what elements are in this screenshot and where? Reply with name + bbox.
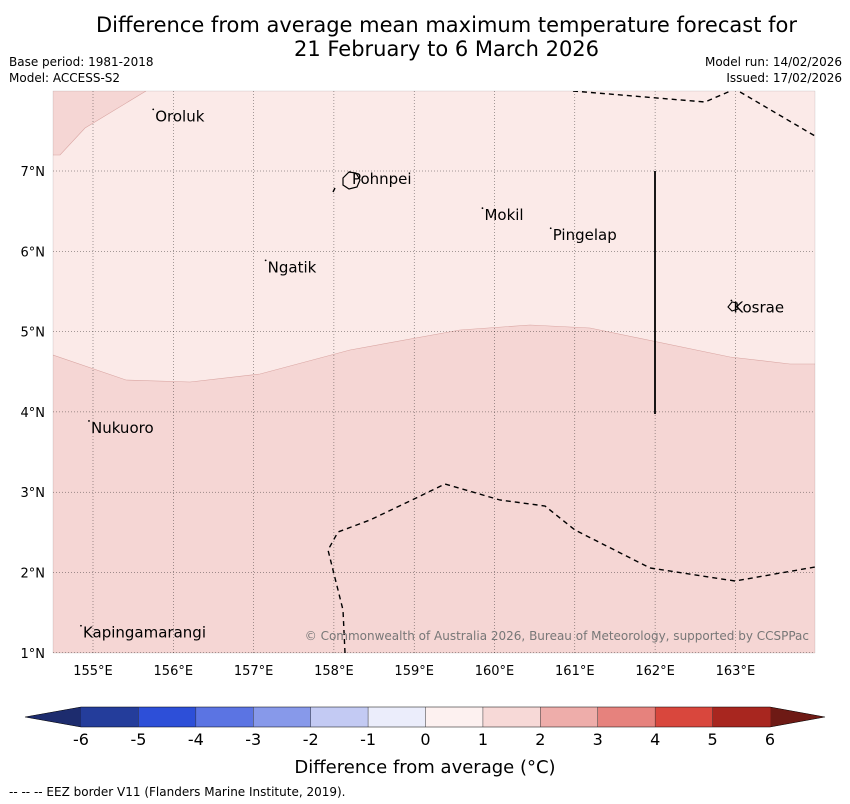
colorbar-tick-label: -5 [130, 730, 146, 749]
place-label: Kosrae [733, 299, 784, 317]
place-marker [264, 259, 267, 262]
colorbar-segment [597, 707, 656, 727]
eez-border-pohnpei [332, 187, 336, 193]
place-label: Kapingamarangi [83, 624, 206, 642]
model-run: Model run: 14/02/2026 [704, 55, 842, 69]
colorbar: -6 -5 -4 -3 -2 -1 0 1 2 3 4 5 6 [24, 706, 826, 749]
colorbar-segment [81, 707, 139, 727]
place-marker [80, 624, 82, 627]
place-marker [730, 299, 733, 302]
colorbar-tick-label: -4 [188, 730, 204, 749]
place-label: Oroluk [155, 107, 204, 125]
map-frame [52, 90, 816, 654]
place-marker [481, 207, 484, 210]
colorbar-tick-label: 1 [478, 730, 488, 749]
eez-borders [327, 91, 815, 653]
latitude-ticks: 7°N 6°N 5°N 4°N 3°N 2°N 1°N [21, 165, 46, 662]
colorbar-label: Difference from average (°C) [294, 757, 556, 778]
anomaly-boundary [53, 324, 815, 383]
longitude-tick-label: 158°E [314, 664, 354, 679]
colorbar-segment [310, 707, 369, 727]
colorbar-segment [138, 707, 197, 727]
colorbar-segment [712, 707, 771, 727]
latitude-tick-label: 7°N [21, 165, 46, 180]
anomaly-zone-1-2-corner [53, 91, 146, 155]
colorbar-outline [24, 706, 826, 728]
title-line-1: Difference from average mean maximum tem… [96, 13, 797, 37]
colorbar-segment [482, 707, 541, 727]
colorbar-tick-label: -6 [73, 730, 89, 749]
place-marker [349, 171, 351, 173]
colorbar-tick-label: 0 [420, 730, 430, 749]
longitude-tick-label: 160°E [475, 664, 515, 679]
place-label: Mokil [484, 206, 523, 224]
title-line-2: 21 February to 6 March 2026 [293, 37, 600, 61]
colorbar-segment [195, 707, 254, 727]
map-title: Difference from average mean maximum tem… [0, 13, 850, 61]
latitude-tick-label: 3°N [21, 486, 46, 501]
base-period: Base period: 1981-2018 [9, 55, 154, 69]
place-label: Pingelap [553, 226, 617, 244]
latitude-tick-label: 5°N [21, 326, 46, 341]
longitude-tick-label: 157°E [234, 664, 274, 679]
issued-date: Issued: 17/02/2026 [726, 71, 842, 85]
latitude-tick-label: 4°N [21, 406, 46, 421]
colorbar-segment [253, 707, 312, 727]
anomaly-zone-1-2 [53, 325, 815, 653]
colorbar-segment [368, 707, 426, 727]
map-panel: Oroluk Pohnpei Mokil Pingelap Ngatik Kosrae Nu… [53, 91, 815, 653]
meta-right: Model run: 14/02/2026 Issued: 17/02/2026 [705, 54, 842, 86]
model-name: Model: ACCESS-S2 [9, 71, 121, 85]
longitude-tick-label: 156°E [154, 664, 194, 679]
place-marker [88, 420, 90, 422]
colorbar-tick-label: -3 [245, 730, 261, 749]
colorbar-tick-label: 6 [765, 730, 775, 749]
latitude-tick-label: 2°N [21, 567, 46, 582]
anomaly-boundary-corner [53, 91, 147, 156]
eez-footnote: -- -- -- EEZ border V11 (Flanders Marine… [9, 785, 346, 799]
meta-left: Base period: 1981-2018 Model: ACCESS-S2 [9, 54, 154, 86]
colorbar-segment [540, 707, 599, 727]
longitude-tick-label: 162°E [635, 664, 675, 679]
eez-border-north [572, 91, 815, 137]
longitude-tick-label: 161°E [555, 664, 595, 679]
colorbar-tick-label: -2 [303, 730, 319, 749]
colorbar-tick-label: 2 [535, 730, 545, 749]
longitude-tick-label: 159°E [394, 664, 434, 679]
colorbar-under-arrow [25, 707, 81, 727]
colorbar-tick-label: 3 [593, 730, 603, 749]
colorbar-tick-label: -1 [360, 730, 376, 749]
colorbar-segment [425, 707, 484, 727]
longitude-ticks: 155°E 156°E 157°E 158°E 159°E 160°E 161°E 162°E… [73, 664, 755, 679]
place-labels: Oroluk Pohnpei Mokil Pingelap Ngatik Kosrae Nu… [80, 107, 784, 642]
colorbar-segment [655, 707, 714, 727]
kosrae-island [727, 301, 739, 312]
place-marker [152, 108, 155, 111]
place-label: Nukuoro [91, 419, 154, 437]
colorbar-tick-label: 4 [650, 730, 660, 749]
longitude-tick-label: 163°E [716, 664, 756, 679]
place-marker [549, 227, 552, 230]
longitude-tick-label: 155°E [73, 664, 113, 679]
place-label: Ngatik [268, 258, 317, 276]
place-label: Pohnpei [352, 170, 412, 188]
colorbar-tick-label: 5 [707, 730, 717, 749]
eez-border-south [327, 483, 815, 653]
colorbar-over-arrow [770, 707, 825, 727]
latitude-tick-label: 6°N [21, 245, 46, 260]
latitude-tick-label: 1°N [21, 647, 46, 662]
copyright-text: © Commonwealth of Australia 2026, Bureau… [305, 629, 809, 643]
